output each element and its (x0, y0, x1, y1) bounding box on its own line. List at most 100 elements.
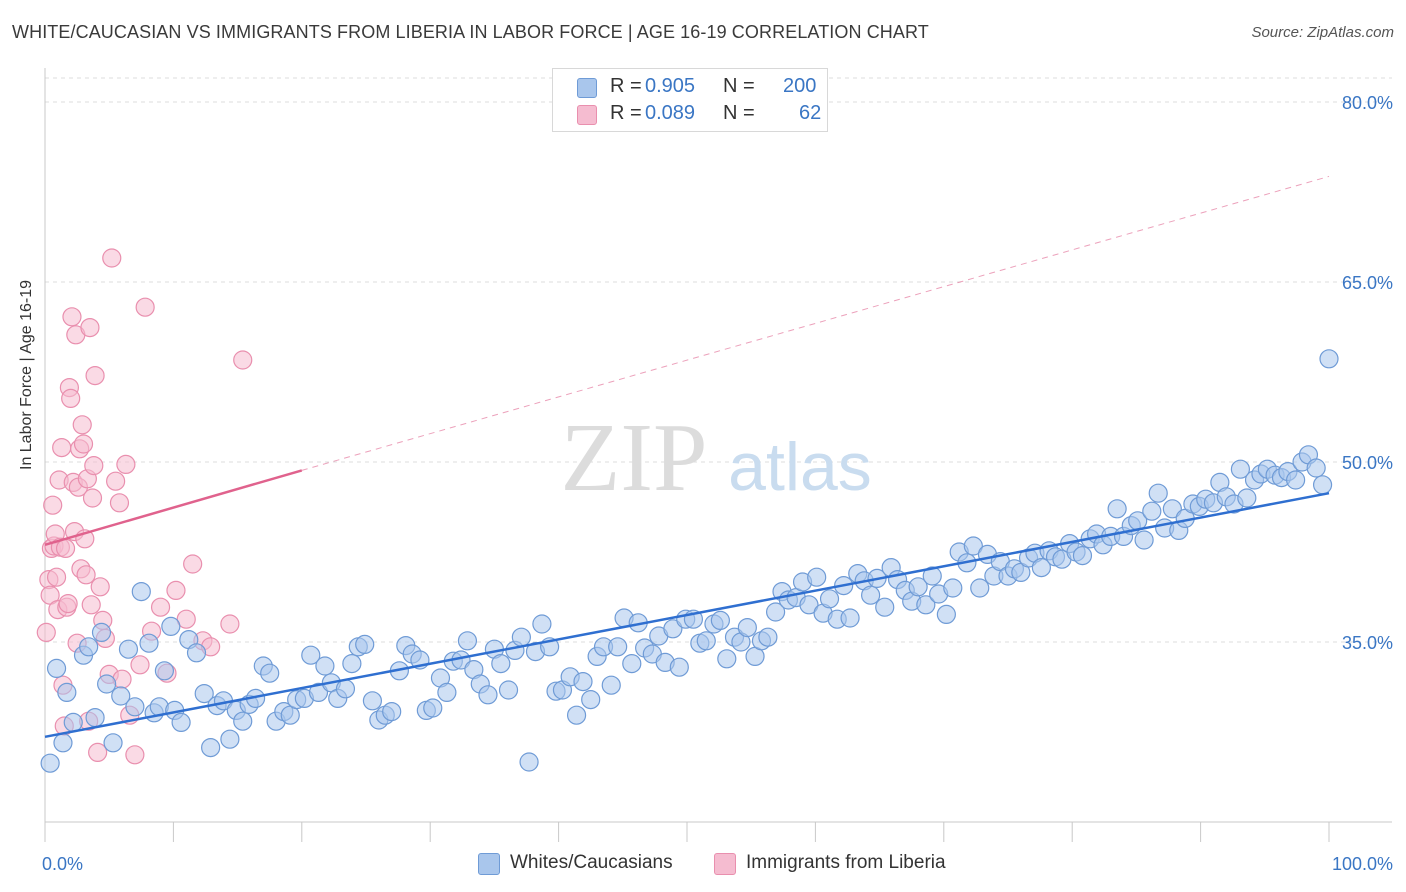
blue-point (111, 686, 131, 706)
pink-point (90, 577, 110, 597)
pink-trend-line-extended (301, 175, 1330, 471)
pink-point (130, 655, 150, 675)
blue-point (91, 622, 112, 643)
blue-point (1286, 470, 1306, 490)
blue-point (963, 536, 983, 556)
pink-point (52, 438, 72, 458)
pink-point (109, 493, 130, 513)
y-tick-label: 50.0% (1342, 453, 1393, 473)
pink-point (233, 350, 253, 370)
legend-n-label: N = (723, 102, 755, 124)
blue-point (437, 682, 457, 703)
watermark-atlas: atlas (728, 429, 872, 505)
blue-point (566, 705, 587, 725)
pink-point (72, 415, 92, 435)
legend-r-label: R = (610, 102, 642, 124)
blue-point (922, 566, 942, 586)
pink-point (58, 593, 78, 614)
blue-point (103, 733, 123, 753)
legend-n-value: 62 (799, 102, 822, 124)
blue-point (161, 616, 181, 637)
blue-point (669, 657, 689, 677)
blue-point (457, 631, 478, 651)
legend-r-label: R = (610, 75, 642, 97)
blue-point (201, 737, 221, 758)
blue-point (382, 701, 402, 722)
pink-point (73, 434, 94, 454)
watermark-zip: ZIP (561, 404, 708, 512)
blue-point (943, 578, 963, 598)
pink-point (220, 614, 240, 634)
blue-point (970, 578, 990, 598)
blue-point (916, 595, 936, 615)
bottom-legend-swatch-blue (478, 853, 500, 875)
blue-point (46, 658, 67, 679)
blue-point (53, 733, 73, 753)
blue-point (79, 637, 99, 657)
blue-point (194, 683, 214, 704)
blue-point (1319, 349, 1339, 369)
pink-point (125, 745, 145, 765)
blue-point (1107, 499, 1127, 519)
pink-point (36, 622, 56, 643)
pink-point (55, 538, 76, 559)
blue-point (1072, 545, 1093, 566)
blue-point (819, 589, 840, 609)
blue-point (260, 663, 280, 683)
pink-point (43, 495, 63, 515)
blue-point (601, 675, 621, 695)
pink-point (62, 307, 82, 327)
legend-r-value: 0.089 (645, 102, 696, 124)
blue-point (758, 627, 778, 647)
pink-point (106, 471, 126, 491)
blue-point (171, 712, 191, 733)
blue-point (355, 634, 375, 655)
blue-point (532, 614, 552, 634)
pink-point (82, 488, 103, 508)
legend-swatch-pink (577, 105, 597, 125)
blue-point (1148, 483, 1168, 503)
blue-point (622, 653, 642, 674)
pink-point (61, 388, 81, 408)
blue-point (696, 631, 716, 651)
blue-point (301, 645, 321, 665)
blue-point (1306, 458, 1326, 478)
blue-point (511, 627, 531, 647)
bottom-legend-label-blue: Whites/Caucasians (510, 852, 673, 873)
blue-point (807, 567, 827, 587)
blue-point (608, 637, 628, 657)
blue-point (220, 729, 240, 749)
pink-point (116, 454, 136, 474)
pink-point (46, 567, 67, 587)
blue-point (423, 698, 443, 718)
blue-point (1312, 475, 1333, 495)
stats-legend: R = 0.905 N = 200 R = 0.089 N = 62 (552, 68, 828, 132)
blue-point (519, 752, 539, 772)
pink-point (88, 742, 108, 763)
blue-point (315, 656, 335, 676)
pink-point (135, 297, 155, 317)
pink-trend-line (44, 469, 303, 547)
blue-point (186, 643, 207, 663)
axes (44, 68, 1392, 842)
blue-point (875, 597, 895, 617)
blue-point (491, 653, 511, 674)
y-tick-label: 65.0% (1342, 273, 1393, 293)
blue-point (737, 617, 757, 638)
blue-point (125, 697, 145, 717)
blue-point (765, 602, 786, 622)
blue-point (717, 649, 737, 669)
blue-point (97, 674, 117, 694)
tick-labels: 35.0% 50.0% 65.0% 80.0% 0.0% 100.0% (42, 93, 1393, 874)
blue-point (139, 633, 159, 653)
blue-point (936, 604, 956, 625)
blue-point (335, 679, 356, 699)
blue-point (85, 707, 105, 728)
blue-point (840, 608, 860, 628)
x-tick-label: 0.0% (42, 854, 83, 874)
blue-point (710, 610, 730, 631)
pink-point (183, 554, 203, 574)
pink-point (76, 565, 96, 585)
blue-point (498, 680, 519, 700)
blue-point (581, 689, 601, 710)
